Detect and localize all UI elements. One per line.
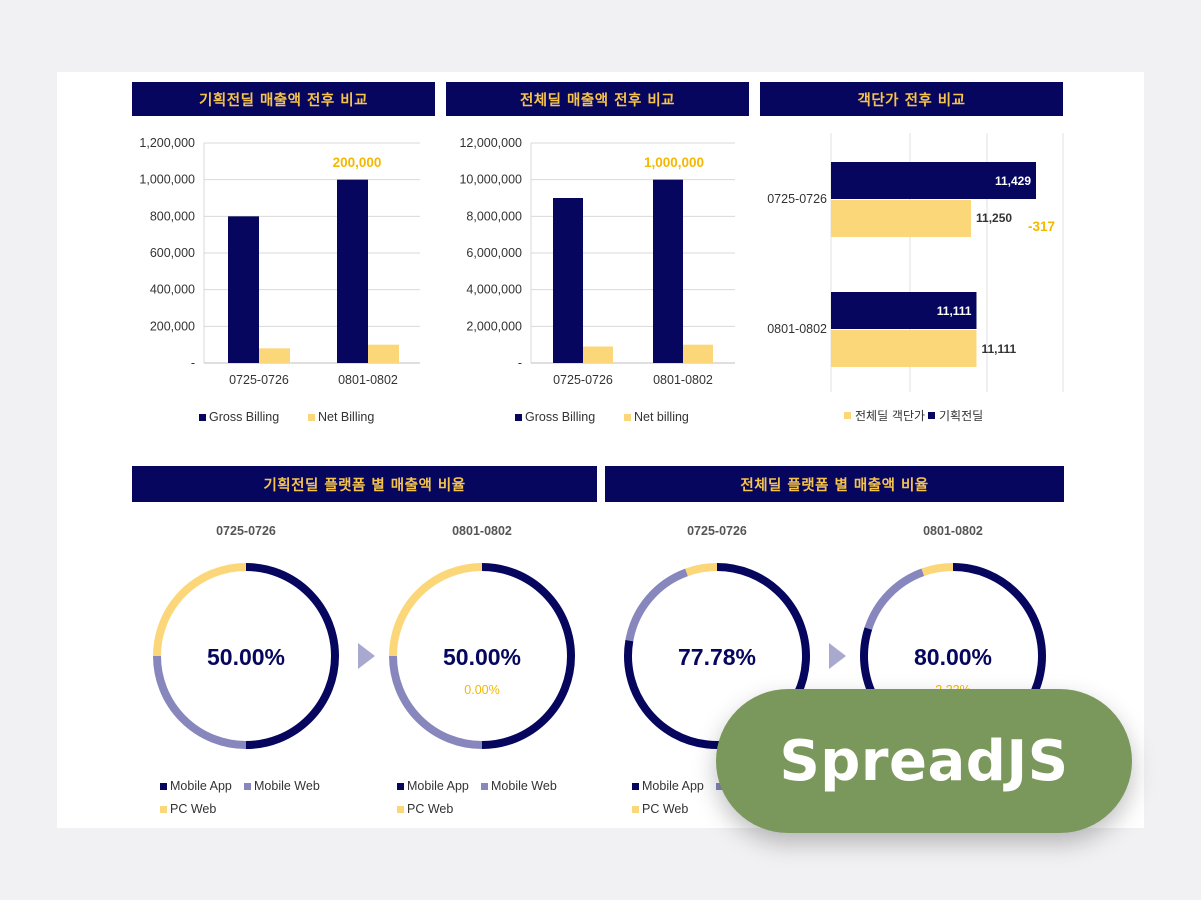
gross-billing-bar <box>337 179 368 363</box>
bar-data-label: 11,250 <box>976 211 1012 225</box>
x-tick-label: 0801-0802 <box>653 373 713 387</box>
legend-label: PC Web <box>642 802 688 816</box>
donut-title: 0801-0802 <box>923 524 983 538</box>
gross-billing-bar <box>553 198 583 363</box>
legend-label: PC Web <box>170 802 216 816</box>
bar-data-label: 11,111 <box>937 304 972 318</box>
legend-label: PC Web <box>407 802 453 816</box>
net-billing-bar <box>259 348 290 363</box>
donut-title: 0725-0726 <box>216 524 276 538</box>
legend-label: Net Billing <box>318 410 374 424</box>
net-billing-bar <box>583 346 613 363</box>
header-avg-price: 객단가 전후 비교 <box>760 82 1063 116</box>
y-tick-label: 800,000 <box>150 209 195 223</box>
y-tick-label: 600,000 <box>150 246 195 260</box>
net-billing-bar <box>683 344 713 363</box>
x-tick-label: 0801-0802 <box>338 373 398 387</box>
legend-swatch <box>160 783 167 790</box>
badge-label: SpreadJS <box>779 728 1069 794</box>
bar-data-label: 11,429 <box>995 174 1031 188</box>
pc-web-slice <box>389 563 483 657</box>
y-tick-label: - <box>518 356 522 370</box>
legend-swatch <box>624 414 631 421</box>
legend-label: Gross Billing <box>525 410 595 424</box>
mobile-web-slice <box>625 568 689 642</box>
legend-label: Mobile Web <box>254 779 320 793</box>
legend-swatch <box>716 783 723 790</box>
legend-label: 전체딜 객단가 <box>855 409 925 423</box>
legend-label: Gross Billing <box>209 410 279 424</box>
x-tick-label: 0725-0726 <box>229 373 289 387</box>
gross-billing-bar <box>653 179 683 363</box>
legend-swatch <box>308 414 315 421</box>
donut-center-value: 50.00% <box>207 644 285 670</box>
y-tick-label: - <box>191 356 195 370</box>
legend-swatch <box>481 783 488 790</box>
mobile-web-slice <box>389 655 483 749</box>
bar-annotation: 200,000 <box>333 155 382 170</box>
gross-billing-bar <box>228 216 259 363</box>
legend-swatch <box>199 414 206 421</box>
mobile-app-slice <box>481 563 575 749</box>
x-tick-label: 0725-0726 <box>553 373 613 387</box>
donut-title: 0801-0802 <box>452 524 512 538</box>
legend-swatch <box>397 783 404 790</box>
y-tick-label: 6,000,000 <box>466 246 522 260</box>
bar-annotation: 1,000,000 <box>644 155 704 170</box>
legend-swatch <box>244 783 251 790</box>
legend-swatch <box>632 783 639 790</box>
net-billing-bar <box>368 344 399 363</box>
y-tick-label: 0725-0726 <box>767 192 827 206</box>
triangle-right-icon <box>358 643 375 669</box>
legend-swatch <box>928 412 935 419</box>
legend-label: Mobile App <box>170 779 232 793</box>
y-tick-label: 0801-0802 <box>767 322 827 336</box>
donut-title: 0725-0726 <box>687 524 747 538</box>
legend-label: 기획전딜 <box>939 409 983 423</box>
bar-annotation: -317 <box>1028 219 1055 234</box>
legend-label: Mobile App <box>642 779 704 793</box>
legend-label: Net billing <box>634 410 689 424</box>
header-planned-platform: 기획전딜 플랫폼 별 매출액 비율 <box>132 466 597 502</box>
y-tick-label: 1,000,000 <box>139 173 195 187</box>
legend-swatch <box>632 806 639 813</box>
donut-sub-value: 0.00% <box>464 683 499 697</box>
legend-swatch <box>397 806 404 813</box>
header-planned-sales: 기획전딜 매출액 전후 비교 <box>132 82 435 116</box>
pc-web-slice <box>685 563 718 577</box>
bar-data-label: 11,111 <box>981 342 1016 356</box>
y-tick-label: 1,200,000 <box>139 136 195 150</box>
legend-label: Mobile App <box>407 779 469 793</box>
pc-web-slice <box>921 563 954 577</box>
y-tick-label: 8,000,000 <box>466 209 522 223</box>
pc-web-slice <box>153 563 247 657</box>
legend-swatch <box>515 414 522 421</box>
y-tick-label: 12,000,000 <box>459 136 522 150</box>
planned-deal-bar <box>831 162 1036 199</box>
mobile-web-slice <box>864 568 925 630</box>
donut-center-value: 80.00% <box>914 644 992 670</box>
planned-deal-bar <box>831 292 977 329</box>
header-total-sales: 전체딜 매출액 전후 비교 <box>446 82 749 116</box>
legend-swatch <box>160 806 167 813</box>
y-tick-label: 2,000,000 <box>466 319 522 333</box>
mobile-app-slice <box>245 563 339 749</box>
y-tick-label: 200,000 <box>150 319 195 333</box>
spreadjs-badge: SpreadJS <box>716 689 1132 833</box>
y-tick-label: 4,000,000 <box>466 283 522 297</box>
donut-center-value: 50.00% <box>443 644 521 670</box>
triangle-right-icon <box>829 643 846 669</box>
header-total-platform: 전체딜 플랫폼 별 매출액 비율 <box>605 466 1064 502</box>
legend-label: Mobile Web <box>491 779 557 793</box>
y-tick-label: 400,000 <box>150 283 195 297</box>
legend-swatch <box>844 412 851 419</box>
mobile-web-slice <box>153 655 247 749</box>
y-tick-label: 10,000,000 <box>459 173 522 187</box>
total-deal-bar <box>831 200 972 237</box>
total-deal-bar <box>831 330 977 367</box>
donut-center-value: 77.78% <box>678 644 756 670</box>
